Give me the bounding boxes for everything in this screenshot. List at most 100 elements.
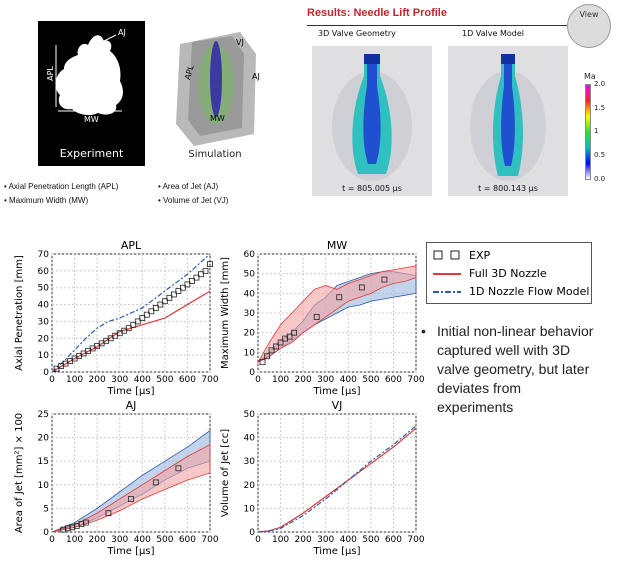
exp-data-point	[60, 526, 67, 533]
series-1d-line	[51, 253, 211, 373]
conclusion-text: Initial non-linear behavior captured wel…	[437, 323, 594, 415]
bullet-item: • Area of Jet (AJ)	[158, 182, 219, 191]
exp-aj-label: AJ	[118, 28, 126, 37]
experiment-label: Experiment	[59, 147, 124, 160]
x-tick-label: 100	[272, 375, 289, 385]
colorbar-tick: 2.0	[594, 80, 606, 88]
exp-data-point	[78, 521, 85, 527]
y-tick-label: 20	[38, 334, 50, 344]
cfd-3d-time: t = 805.005 µs	[342, 184, 402, 193]
x-tick-label: 500	[156, 375, 173, 385]
y-tick-label: 50	[38, 284, 50, 294]
chart-aj: 0 100 200 300 400 500 600 700 0 5 10 15 20 25 AJ Time […	[0, 396, 219, 565]
exp-data-point	[139, 315, 146, 321]
experiment-image: APL AJ MW Experiment	[38, 21, 145, 166]
x-tick-label: 300	[317, 535, 334, 545]
sim-vj-label: VJ	[236, 38, 244, 47]
square-marker-icon	[433, 250, 460, 260]
x-tick-label: 400	[134, 535, 151, 545]
chart-apl: 0 100 200 300 400 500 600 700 0 10 20 30 40 50 60 70 APL…	[0, 236, 219, 405]
exp-data-point	[152, 305, 159, 311]
results-title: Results: Needle Lift Profile	[307, 7, 447, 19]
x-tick-label: 500	[156, 535, 173, 545]
chart-title: VJ	[332, 399, 343, 412]
chart-title: APL	[121, 239, 142, 252]
exp-data-point	[202, 267, 209, 274]
view-button[interactable]	[567, 4, 611, 48]
x-tick-label: 500	[362, 535, 379, 545]
y-tick-label: 70	[38, 250, 50, 260]
chart-mw: 0 100 200 300 400 500 600 700 0 10 20 30 40 50 60 MW Tim…	[206, 236, 425, 405]
exp-data-point	[198, 271, 204, 278]
legend-item-exp: EXP	[431, 249, 591, 265]
blue-dashdot-line-icon	[433, 291, 461, 293]
exp-data-point	[128, 496, 134, 502]
bullet-item: • Axial Penetration Length (APL)	[4, 182, 119, 191]
y-tick-label: 20	[244, 329, 256, 339]
x-tick-label: 100	[272, 535, 289, 545]
exp-data-point	[277, 339, 284, 346]
x-tick-label: 700	[201, 375, 218, 385]
y-tick-label: 50	[244, 270, 256, 280]
x-tick-label: 300	[111, 375, 128, 385]
title-underline	[307, 25, 567, 26]
exp-data-point	[152, 479, 159, 486]
x-tick-label: 600	[385, 535, 402, 545]
simulation-image: VJ AJ APL MW	[170, 24, 260, 148]
chart-legend: EXP Full 3D Nozzle 1D Nozzle Flow Model	[426, 242, 592, 304]
y-axis-label: Axial Penetration [mm]	[14, 255, 25, 371]
y-tick-label: 40	[244, 289, 256, 299]
y-tick-label: 10	[38, 481, 50, 491]
y-axis-label: Volume of Jet [cc]	[220, 429, 231, 517]
panel-3d-title: 3D Valve Geometry	[318, 29, 396, 38]
bullet-list-left: • Axial Penetration Length (APL) • Maxim…	[4, 182, 118, 210]
exp-data-point	[175, 465, 182, 472]
x-axis-label: Time [μs]	[312, 386, 360, 397]
y-axis-label: Maximum Width [mm]	[220, 257, 231, 369]
exp-data-point	[282, 335, 288, 342]
x-tick-label: 400	[340, 535, 357, 545]
bullet-list-right: • Area of Jet (AJ) • Volume of Jet (VJ)	[158, 182, 228, 210]
y-tick-label: 10	[244, 348, 256, 358]
y-tick-label: 0	[43, 528, 49, 538]
x-tick-label: 200	[89, 535, 106, 545]
exp-apl-label: APL	[45, 66, 55, 81]
cfd-1d-panel: t = 800.143 µs	[448, 46, 568, 196]
exp-data-point	[175, 288, 182, 294]
colorbar-tick: 0.0	[594, 175, 606, 183]
exp-data-point	[105, 510, 112, 517]
bullet-icon: •	[421, 323, 426, 339]
exp-data-point	[130, 321, 137, 328]
x-tick-label: 0	[49, 375, 55, 385]
y-tick-label: 50	[244, 410, 256, 420]
exp-data-point	[189, 278, 195, 284]
y-tick-label: 10	[244, 504, 256, 514]
x-tick-label: 400	[340, 375, 357, 385]
x-tick-label: 500	[362, 375, 379, 385]
x-axis-label: Time [μs]	[106, 546, 154, 557]
exp-data-point	[148, 308, 155, 315]
x-tick-label: 600	[179, 535, 196, 545]
exp-data-point	[143, 311, 150, 318]
x-tick-label: 400	[134, 375, 151, 385]
x-tick-label: 700	[201, 535, 218, 545]
sim-mw-label: MW	[210, 114, 225, 123]
y-tick-label: 20	[244, 481, 256, 491]
bullet-item: • Volume of Jet (VJ)	[158, 196, 229, 205]
exp-data-point	[313, 314, 320, 320]
colorbar	[585, 84, 591, 180]
y-tick-label: 30	[38, 317, 50, 327]
exp-data-point	[264, 353, 270, 360]
plot-area	[257, 413, 417, 533]
y-tick-label: 0	[43, 368, 49, 378]
y-tick-label: 40	[244, 434, 256, 444]
exp-data-point	[64, 525, 71, 532]
cfd-1d-plume	[470, 54, 546, 181]
series-1d-line	[257, 425, 417, 533]
x-tick-label: 0	[49, 535, 55, 545]
cfd-3d-plume	[332, 54, 412, 181]
x-tick-label: 0	[255, 535, 261, 545]
exp-data-point	[193, 274, 200, 281]
y-tick-label: 40	[38, 301, 50, 311]
exp-data-point	[381, 276, 388, 283]
